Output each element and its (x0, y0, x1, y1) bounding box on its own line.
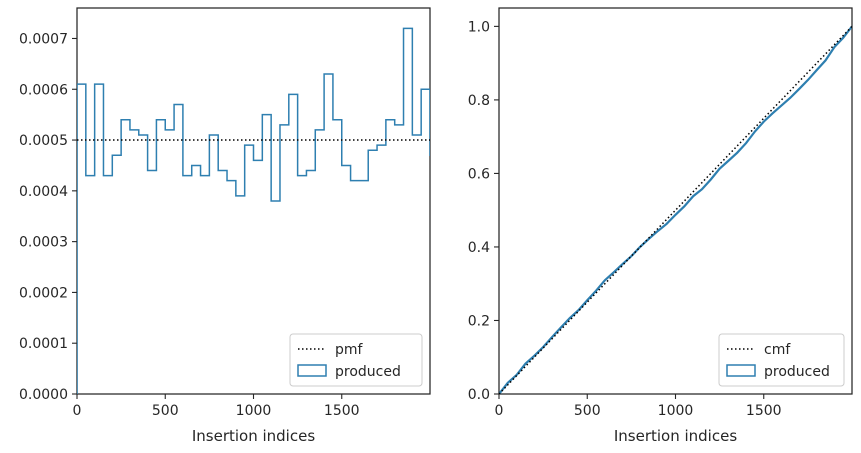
legend-produced-label: produced (335, 364, 401, 380)
x-tick-label: 1500 (746, 403, 782, 419)
pmf-histogram-panel: 0.0000 0.0001 0.0002 0.0003 0.0004 0.0005 0.00… (19, 7, 431, 445)
x-tick-label: 500 (574, 403, 601, 419)
y-tick-label: 0.0001 (19, 336, 68, 352)
legend-box (718, 333, 845, 387)
y-tick-label: 0.4 (468, 240, 490, 256)
produced-cumulative-line (499, 25, 852, 394)
cmf-panel: 0.0 0.2 0.4 0.6 0.8 1.0 0 500 1000 1500 Insertio… (468, 7, 853, 445)
x-tick-label: 1500 (324, 403, 360, 419)
legend-produced-symbol (726, 364, 756, 377)
y-tick-label: 0.0004 (19, 184, 68, 200)
legend-produced-label: produced (764, 364, 830, 380)
x-axis-label: Insertion indices (192, 427, 315, 445)
y-tick-label: 0.0 (468, 387, 490, 403)
clipped-marks (499, 25, 852, 394)
legend-box (289, 333, 423, 387)
produced-histogram-step (77, 27, 430, 394)
y-tick-label: 0.8 (468, 93, 490, 109)
x-axis-label: Insertion indices (614, 427, 737, 445)
y-tick-label: 0.0007 (19, 31, 68, 47)
x-tick-label: 500 (152, 403, 179, 419)
y-axis-ticks: 0.0 0.2 0.4 0.6 0.8 1.0 (468, 19, 499, 403)
y-tick-label: 0.6 (468, 166, 490, 182)
x-axis-ticks: 0 500 1000 1500 (73, 394, 360, 419)
y-tick-label: 0.2 (468, 313, 490, 329)
y-tick-label: 1.0 (468, 19, 490, 35)
x-axis-ticks: 0 500 1000 1500 (495, 394, 782, 419)
x-tick-label: 1000 (236, 403, 272, 419)
y-tick-label: 0.0003 (19, 235, 68, 251)
y-tick-label: 0.0000 (19, 387, 68, 403)
x-tick-label: 1000 (658, 403, 694, 419)
cmf-reference-line (499, 25, 852, 394)
legend-cmf-label: cmf (764, 342, 791, 358)
y-tick-label: 0.0002 (19, 285, 68, 301)
plot-marks (499, 25, 852, 394)
y-tick-label: 0.0006 (19, 82, 68, 98)
legend-produced-symbol (297, 364, 327, 377)
y-tick-label: 0.0005 (19, 133, 68, 149)
y-axis-ticks: 0.0000 0.0001 0.0002 0.0003 0.0004 0.0005 0.00… (19, 31, 77, 403)
clipped-marks (77, 27, 430, 394)
x-tick-label: 0 (495, 403, 504, 419)
x-tick-label: 0 (73, 403, 82, 419)
legend-pmf-label: pmf (335, 342, 364, 358)
legend: pmf produced (289, 333, 423, 387)
legend: cmf produced (718, 333, 845, 387)
plot-marks (77, 27, 430, 394)
